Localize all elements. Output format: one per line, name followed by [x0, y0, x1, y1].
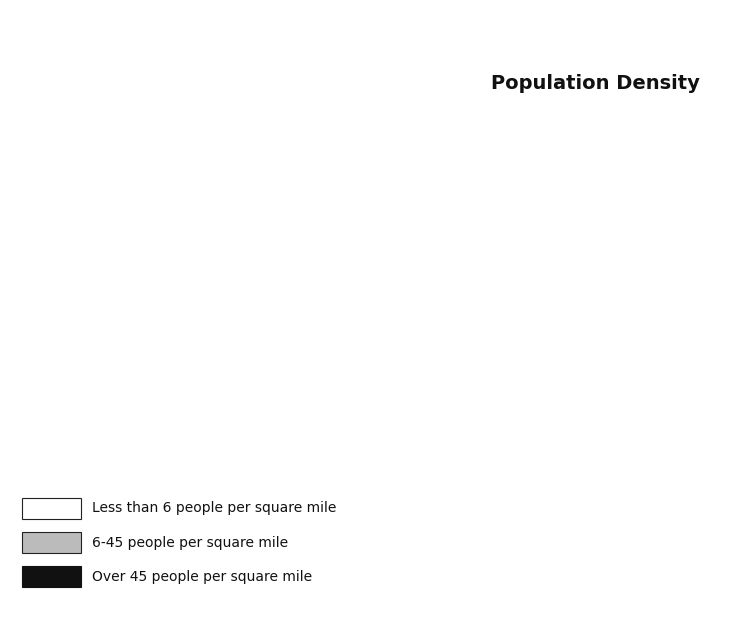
- Text: Over 45 people per square mile: Over 45 people per square mile: [92, 570, 312, 583]
- Text: Population Density: Population Density: [491, 74, 700, 94]
- Text: Less than 6 people per square mile: Less than 6 people per square mile: [92, 502, 336, 515]
- Text: 6-45 people per square mile: 6-45 people per square mile: [92, 536, 288, 549]
